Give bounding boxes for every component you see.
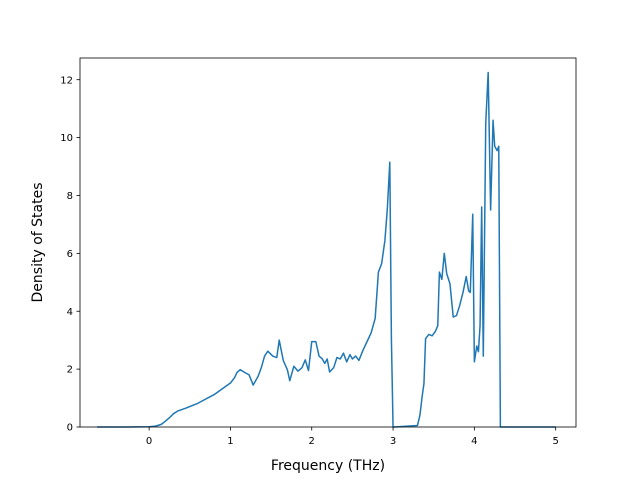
axes-frame xyxy=(79,57,577,428)
x-axis: 0 1 2 3 4 5 xyxy=(146,427,559,447)
x-tick-label: 4 xyxy=(471,436,477,447)
x-tick-label: 2 xyxy=(309,436,315,447)
y-tick-label: 8 xyxy=(67,191,73,202)
x-tick-label: 5 xyxy=(552,436,558,447)
y-tick-label: 10 xyxy=(60,133,73,144)
y-tick-label: 0 xyxy=(67,423,73,434)
y-axis-label: Density of States xyxy=(30,183,46,303)
x-tick-label: 0 xyxy=(146,436,152,447)
y-axis: 0 2 4 6 8 10 12 xyxy=(60,75,80,434)
y-tick-label: 2 xyxy=(67,365,73,376)
series-line-0 xyxy=(97,71,556,428)
x-axis-label: Frequency (THz) xyxy=(271,458,385,474)
plot-area xyxy=(97,71,556,428)
y-tick-label: 6 xyxy=(67,249,73,260)
y-tick-label: 4 xyxy=(67,307,73,318)
y-tick-label: 12 xyxy=(60,75,73,86)
x-tick-label: 3 xyxy=(390,436,396,447)
x-tick-label: 1 xyxy=(227,436,233,447)
